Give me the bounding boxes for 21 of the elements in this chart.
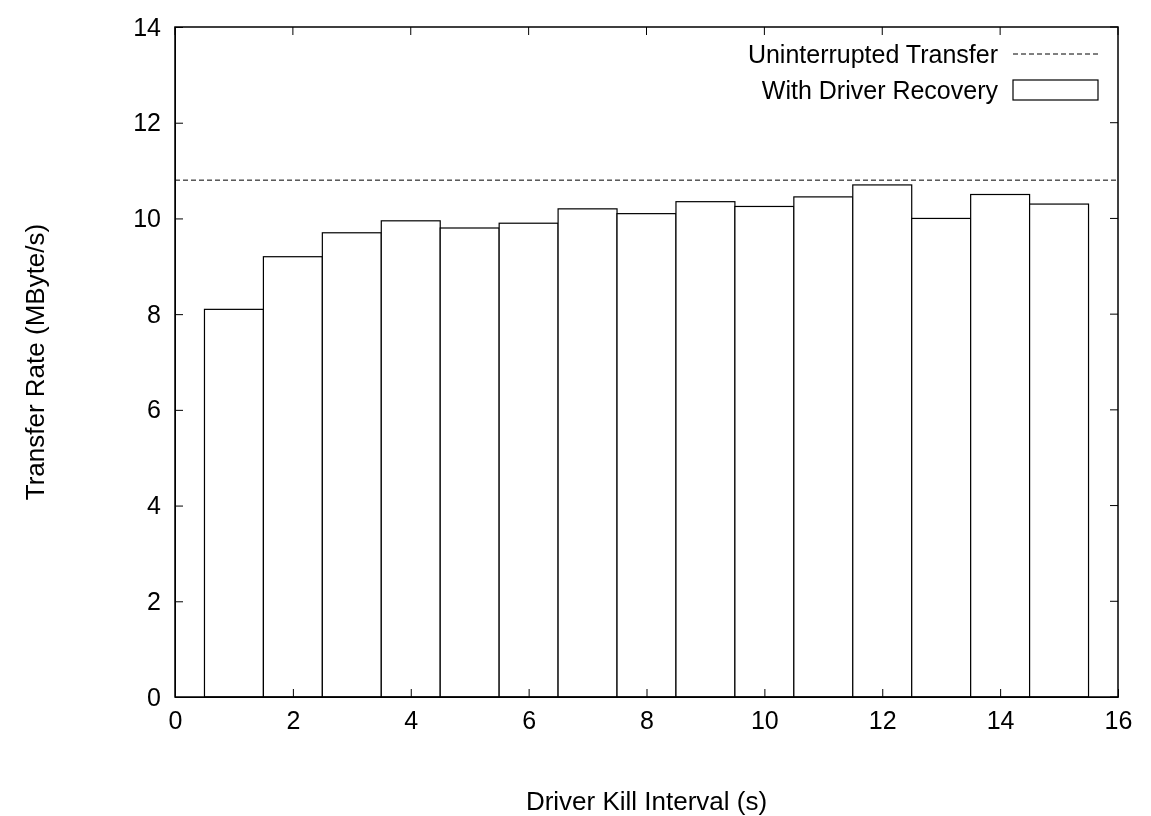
y-axis-title: Transfer Rate (MByte/s) bbox=[20, 223, 50, 501]
legend-label: Uninterrupted Transfer bbox=[747, 40, 998, 68]
y-tick-label: 8 bbox=[147, 299, 161, 328]
x-tick-label: 16 bbox=[1104, 705, 1133, 734]
x-tick-label: 10 bbox=[750, 705, 779, 734]
x-tick-label: 4 bbox=[404, 705, 419, 734]
y-tick-label: 0 bbox=[147, 682, 161, 711]
y-tick-label: 2 bbox=[147, 586, 161, 615]
x-axis-title: Driver Kill Interval (s) bbox=[525, 786, 768, 816]
y-tick-label: 14 bbox=[133, 12, 162, 41]
x-tick-label: 14 bbox=[986, 705, 1015, 734]
y-tick-label: 10 bbox=[133, 203, 161, 232]
x-tick-label: 12 bbox=[868, 705, 897, 734]
x-tick-label: 2 bbox=[286, 705, 301, 734]
x-tick-label: 8 bbox=[640, 705, 654, 734]
x-tick-label: 6 bbox=[522, 705, 537, 734]
legend-label: With Driver Recovery bbox=[761, 76, 999, 104]
y-tick-label: 6 bbox=[147, 395, 161, 424]
y-tick-label: 4 bbox=[147, 491, 162, 520]
y-tick-label: 12 bbox=[133, 108, 161, 137]
x-tick-label: 0 bbox=[168, 705, 183, 734]
